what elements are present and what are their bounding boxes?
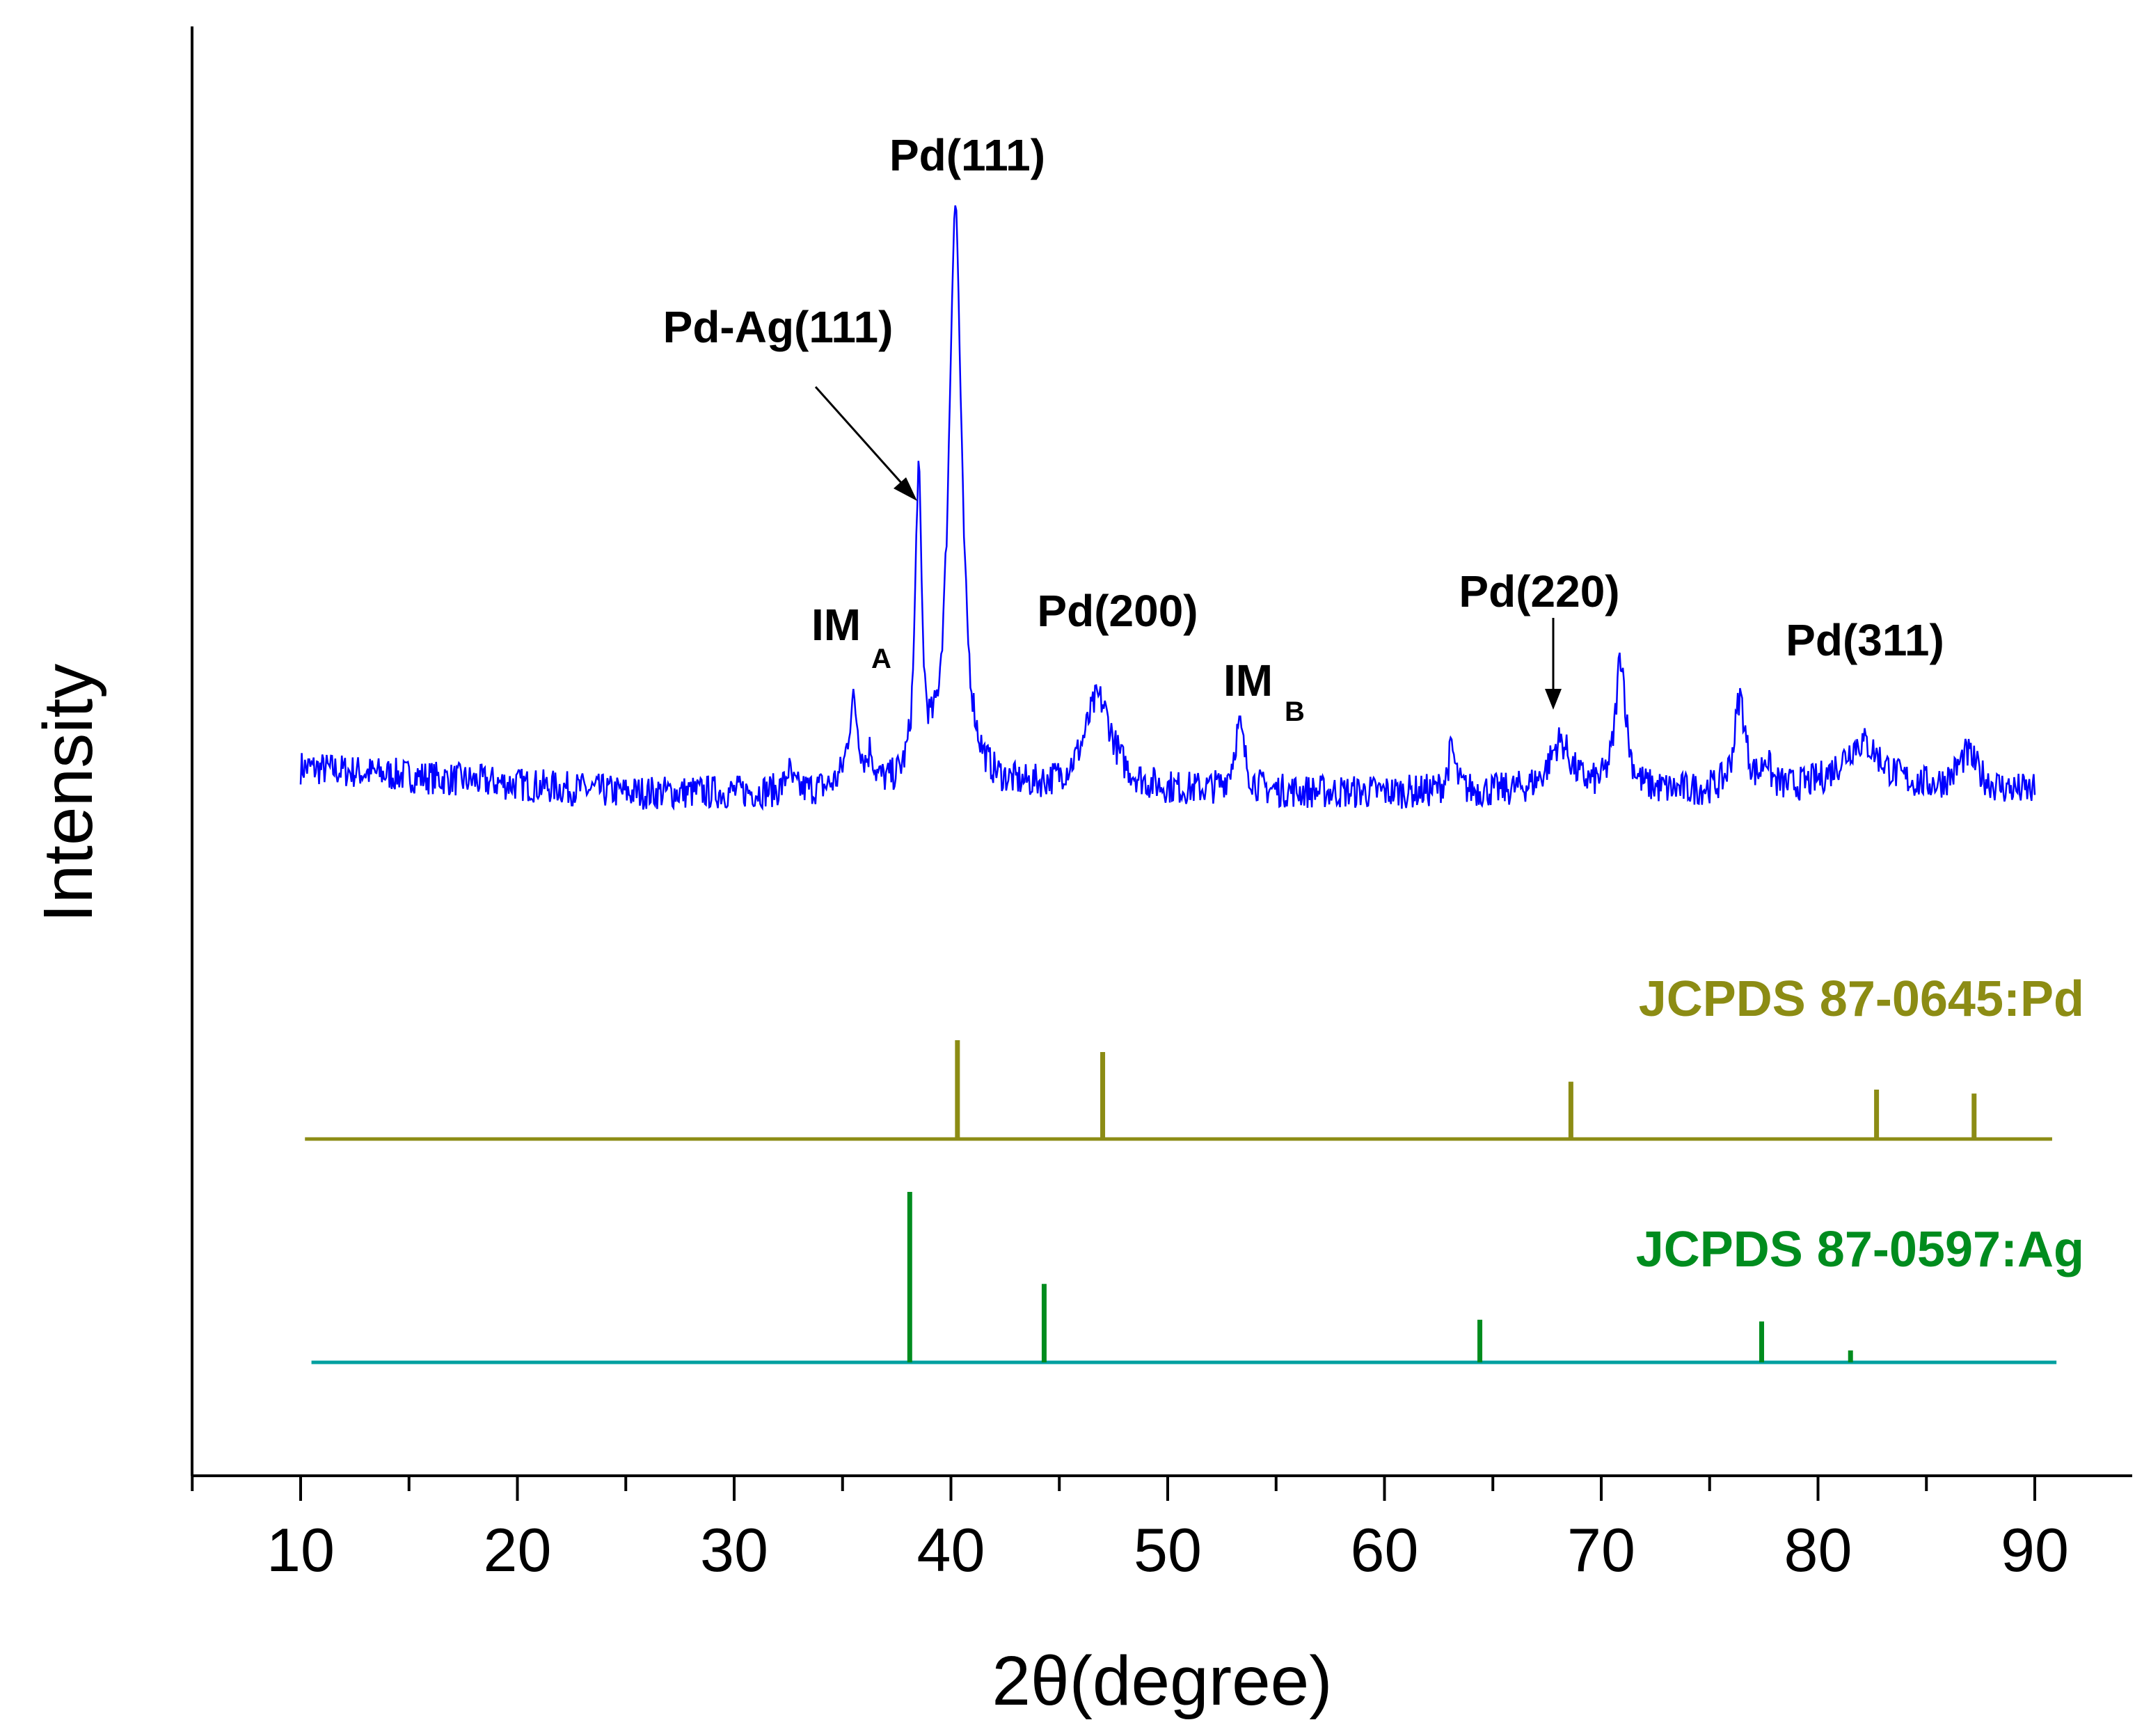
annotation-pd-311: Pd(311) xyxy=(1786,615,1944,665)
sample-pattern-line xyxy=(299,205,2036,811)
ag-reference-series xyxy=(311,1192,2057,1364)
ag-reference-label: JCPDS 87-0597:Ag xyxy=(1636,1222,2084,1277)
y-axis-title: Intensity xyxy=(29,664,107,923)
x-tick-label: 20 xyxy=(484,1515,552,1584)
pd-reference-series xyxy=(305,1040,2052,1141)
x-tick-label: 40 xyxy=(917,1515,985,1584)
annotation-imb-text: IM xyxy=(1223,655,1273,706)
annotation-imb-subscript: B xyxy=(1285,696,1305,727)
annotation-pd-200: Pd(200) xyxy=(1037,586,1198,636)
x-tick-label: 50 xyxy=(1134,1515,1202,1584)
x-axis-ticks xyxy=(191,1476,2036,1501)
x-tick-label: 30 xyxy=(700,1515,768,1584)
plot-frame xyxy=(191,26,2132,1477)
annotation-ima-subscript: A xyxy=(871,644,891,674)
arrow-pd-ag-111 xyxy=(814,386,917,501)
pd-reference-label: JCPDS 87-0645:Pd xyxy=(1639,971,2084,1027)
annotation-ima-text: IM xyxy=(811,600,861,650)
x-axis-tick-labels: 10 20 30 40 50 60 70 80 90 xyxy=(267,1515,2069,1584)
annotation-pd-ag-111: Pd-Ag(111) xyxy=(663,302,894,352)
x-tick-label: 70 xyxy=(1567,1515,1635,1584)
x-tick-label: 10 xyxy=(267,1515,335,1584)
annotation-pd-220: Pd(220) xyxy=(1459,566,1619,616)
sample-series xyxy=(299,205,2036,811)
arrow-pd-220 xyxy=(1545,618,1562,710)
annotation-ima: IM A xyxy=(811,600,891,674)
annotation-pd-111: Pd(111) xyxy=(889,130,1045,180)
x-tick-label: 60 xyxy=(1351,1515,1419,1584)
x-tick-label: 80 xyxy=(1784,1515,1852,1584)
x-tick-label: 90 xyxy=(2001,1515,2069,1584)
annotation-imb: IM B xyxy=(1223,655,1305,727)
x-axis-title: 2θ(degree) xyxy=(992,1642,1332,1720)
